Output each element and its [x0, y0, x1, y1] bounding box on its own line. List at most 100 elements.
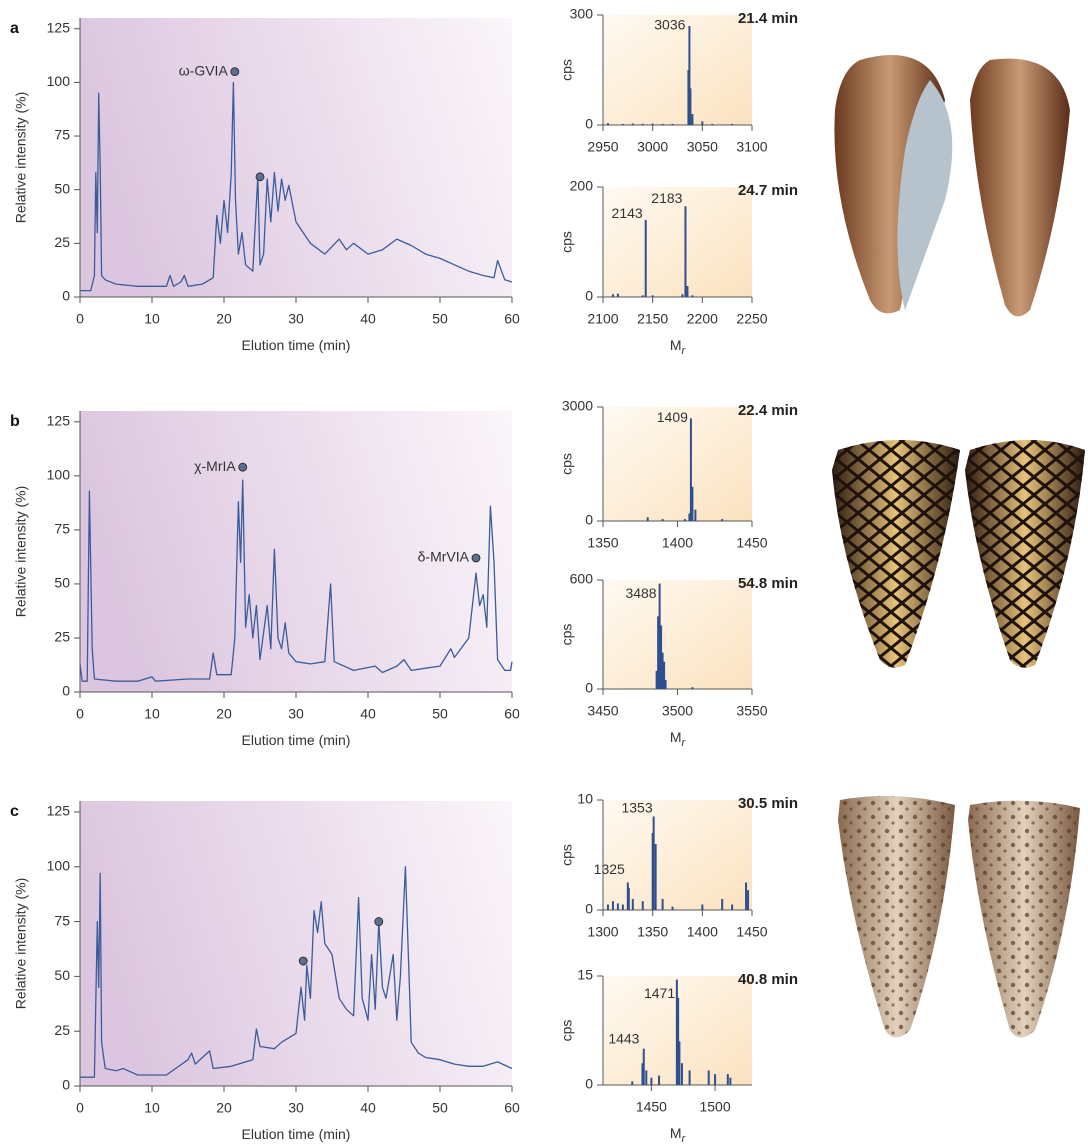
- y-axis-label: Relative intensity (%): [13, 486, 29, 618]
- peak-marker: [239, 463, 247, 471]
- spectrum-bar: [708, 1070, 710, 1085]
- x-tick-label: 0: [76, 706, 84, 722]
- x-tick-label: 60: [504, 706, 520, 722]
- x-axis-label: Elution time (min): [242, 732, 351, 748]
- y-tick-label: 0: [585, 512, 593, 528]
- x-axis-label-subscript: r: [682, 737, 687, 749]
- x-tick-label: 1450: [736, 535, 767, 551]
- spectrum-bar: [689, 1070, 691, 1085]
- spectrum-bar: [721, 519, 723, 521]
- y-axis-label: cps: [559, 231, 575, 253]
- spectrum-bar: [701, 905, 703, 911]
- x-tick-label: 2200: [687, 311, 718, 327]
- y-tick-label: 100: [47, 857, 71, 873]
- y-tick-label: 125: [47, 803, 71, 819]
- y-tick-label: 0: [585, 1076, 593, 1092]
- spectrum-bar: [612, 901, 614, 910]
- y-tick-label: 75: [54, 912, 70, 928]
- peak-marker: [472, 554, 480, 562]
- spectrum-bar: [622, 905, 624, 911]
- peak-marker: [375, 918, 383, 926]
- y-tick-label: 3000: [562, 398, 593, 414]
- spectrum-bar: [622, 124, 624, 125]
- spectrum-bar: [711, 124, 713, 125]
- x-tick-label: 0: [76, 311, 84, 327]
- x-tick-label: 3050: [687, 139, 718, 155]
- y-axis-label: cps: [559, 844, 575, 866]
- x-tick-label: 2950: [587, 139, 618, 155]
- spectrum-bar: [643, 1049, 645, 1085]
- y-tick-label: 125: [47, 413, 71, 429]
- retention-time: 21.4 min: [738, 10, 798, 27]
- x-tick-label: 3500: [662, 703, 693, 719]
- spectrum-bar: [607, 905, 609, 911]
- spectrum-bar: [652, 295, 654, 297]
- panel-label: a: [10, 20, 19, 37]
- x-tick-label: 10: [144, 706, 160, 722]
- y-tick-label: 0: [585, 288, 593, 304]
- spectrum-bar: [617, 903, 619, 910]
- x-axis-label-main: Elution time (min): [242, 1126, 351, 1142]
- spectrum-bar: [662, 519, 664, 521]
- spectrum-bar: [607, 123, 609, 125]
- spectrum-bar: [655, 844, 657, 910]
- x-tick-label: 40: [360, 1100, 376, 1116]
- spectrum-bar: [701, 121, 703, 125]
- y-axis-label: cps: [559, 59, 575, 81]
- peak-mass-label: 3036: [654, 17, 685, 33]
- spectrum-bar: [665, 680, 667, 689]
- spectrum-bar: [729, 1078, 731, 1085]
- x-tick-label: 50: [432, 311, 448, 327]
- x-tick-label: 60: [504, 311, 520, 327]
- x-tick-label: 30: [288, 311, 304, 327]
- x-tick-label: 60: [504, 1100, 520, 1116]
- peak-marker: [231, 68, 239, 76]
- spectrum-bar: [747, 890, 749, 910]
- y-tick-label: 75: [54, 521, 70, 537]
- peak-mass-label: 2143: [612, 205, 643, 221]
- spectrum-bar: [714, 1074, 716, 1085]
- spectrum-bar: [681, 294, 683, 297]
- y-tick-label: 600: [570, 571, 594, 587]
- x-axis-label-subscript: r: [682, 1133, 687, 1142]
- x-tick-label: 40: [360, 311, 376, 327]
- y-tick-label: 0: [585, 680, 593, 696]
- peak-marker: [299, 957, 307, 965]
- spectrum-bar: [721, 899, 723, 910]
- x-tick-label: 2250: [736, 311, 767, 327]
- spectrum-bar: [662, 899, 664, 910]
- peak-mass-label: 1409: [657, 409, 688, 425]
- chart: 02002100215022002250cpsMr2143218324.7 mi…: [559, 178, 798, 357]
- spectrum-bar: [642, 124, 644, 125]
- spectrum-bar: [645, 1070, 647, 1085]
- spectrum-bar: [691, 687, 693, 689]
- spectrum-bar: [731, 905, 733, 911]
- peak-mass-label: 1471: [644, 985, 675, 1001]
- peak-mass-label: 1325: [594, 861, 625, 877]
- peak-mass-label: 1353: [621, 800, 652, 816]
- x-tick-label: 20: [216, 1100, 232, 1116]
- spectrum-bar: [691, 114, 693, 125]
- spectrum-bar: [645, 220, 647, 297]
- peak-marker: [256, 173, 264, 181]
- x-axis-label-main: M: [670, 1125, 682, 1141]
- x-axis-label-main: M: [670, 729, 682, 745]
- y-axis-label: cps: [559, 624, 575, 646]
- x-axis-label-main: Elution time (min): [242, 732, 351, 748]
- spectrum-bar: [672, 124, 674, 125]
- spectrum-bar: [642, 901, 644, 910]
- panel-label: b: [10, 413, 20, 430]
- plot-background: [80, 801, 512, 1086]
- peak-mass-label: 1443: [608, 1031, 639, 1047]
- chart: 0600345035003550cpsMr348854.8 min: [559, 571, 798, 749]
- y-tick-label: 0: [62, 288, 70, 304]
- x-axis-label: Elution time (min): [242, 337, 351, 353]
- x-tick-label: 20: [216, 311, 232, 327]
- spectrum-bar: [612, 294, 614, 297]
- spectrum-bar: [653, 817, 655, 911]
- spectrum-bar: [647, 517, 649, 521]
